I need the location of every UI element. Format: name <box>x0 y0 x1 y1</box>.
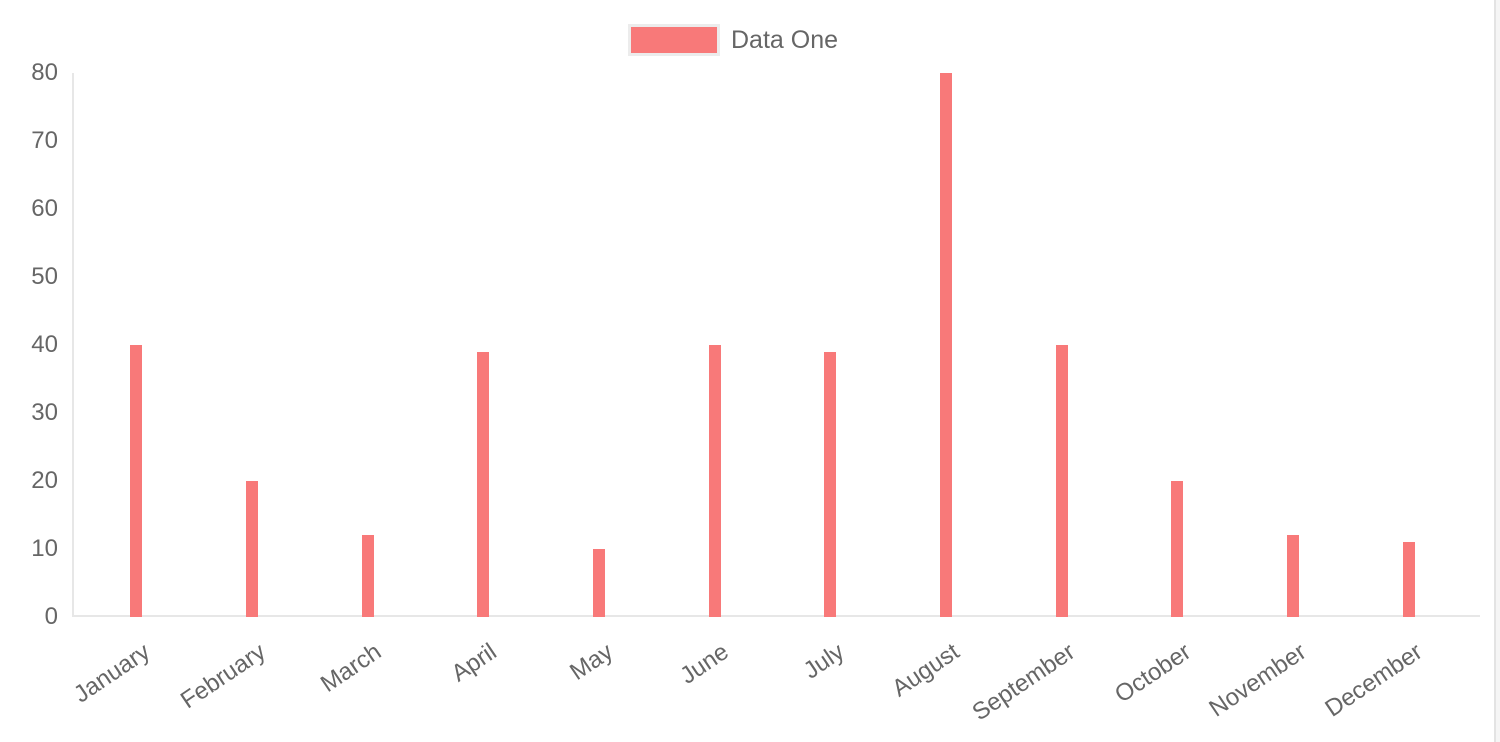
bar-april[interactable] <box>477 351 490 617</box>
y-tick-label-30: 30 <box>31 399 58 426</box>
y-tick-label-10: 10 <box>31 535 58 562</box>
x-tick-label-march: March <box>315 638 387 698</box>
x-tick-label-september: September <box>967 638 1081 727</box>
bar-november[interactable] <box>1287 535 1299 617</box>
x-tick-label-august: August <box>887 638 965 703</box>
bar-february[interactable] <box>245 481 258 617</box>
y-tick-label-80: 80 <box>31 59 58 86</box>
legend-swatch <box>628 24 720 56</box>
x-tick-label-november: November <box>1204 638 1312 723</box>
bar-june[interactable] <box>708 345 721 617</box>
bar-may[interactable] <box>592 549 605 617</box>
bar-january[interactable] <box>130 345 143 617</box>
bar-july[interactable] <box>824 351 837 617</box>
y-tick-label-50: 50 <box>31 263 58 290</box>
bar-december[interactable] <box>1402 542 1415 617</box>
y-tick-label-40: 40 <box>31 331 58 358</box>
x-tick-label-february: February <box>175 638 271 715</box>
x-tick-label-july: July <box>798 638 849 685</box>
x-tick-label-april: April <box>446 638 502 688</box>
bar-october[interactable] <box>1171 481 1184 617</box>
legend-item-data-one[interactable]: Data One <box>628 24 838 56</box>
bar-august[interactable] <box>939 73 952 617</box>
bar-september[interactable] <box>1055 345 1068 617</box>
x-tick-label-june: June <box>674 638 734 690</box>
y-axis-line <box>72 73 74 617</box>
scrollbar-track[interactable] <box>1496 0 1500 742</box>
legend-label: Data One <box>731 26 839 54</box>
x-tick-label-october: October <box>1110 638 1196 709</box>
y-tick-label-60: 60 <box>31 195 58 222</box>
x-tick-label-december: December <box>1320 638 1428 723</box>
y-tick-label-0: 0 <box>44 603 58 630</box>
x-tick-label-january: January <box>68 638 155 709</box>
x-axis-line <box>72 615 1480 617</box>
x-tick-label-may: May <box>564 638 618 686</box>
bar-march[interactable] <box>361 535 374 617</box>
scrollbar-edge <box>1494 0 1496 742</box>
y-tick-label-20: 20 <box>31 467 58 494</box>
y-tick-label-70: 70 <box>31 127 58 154</box>
